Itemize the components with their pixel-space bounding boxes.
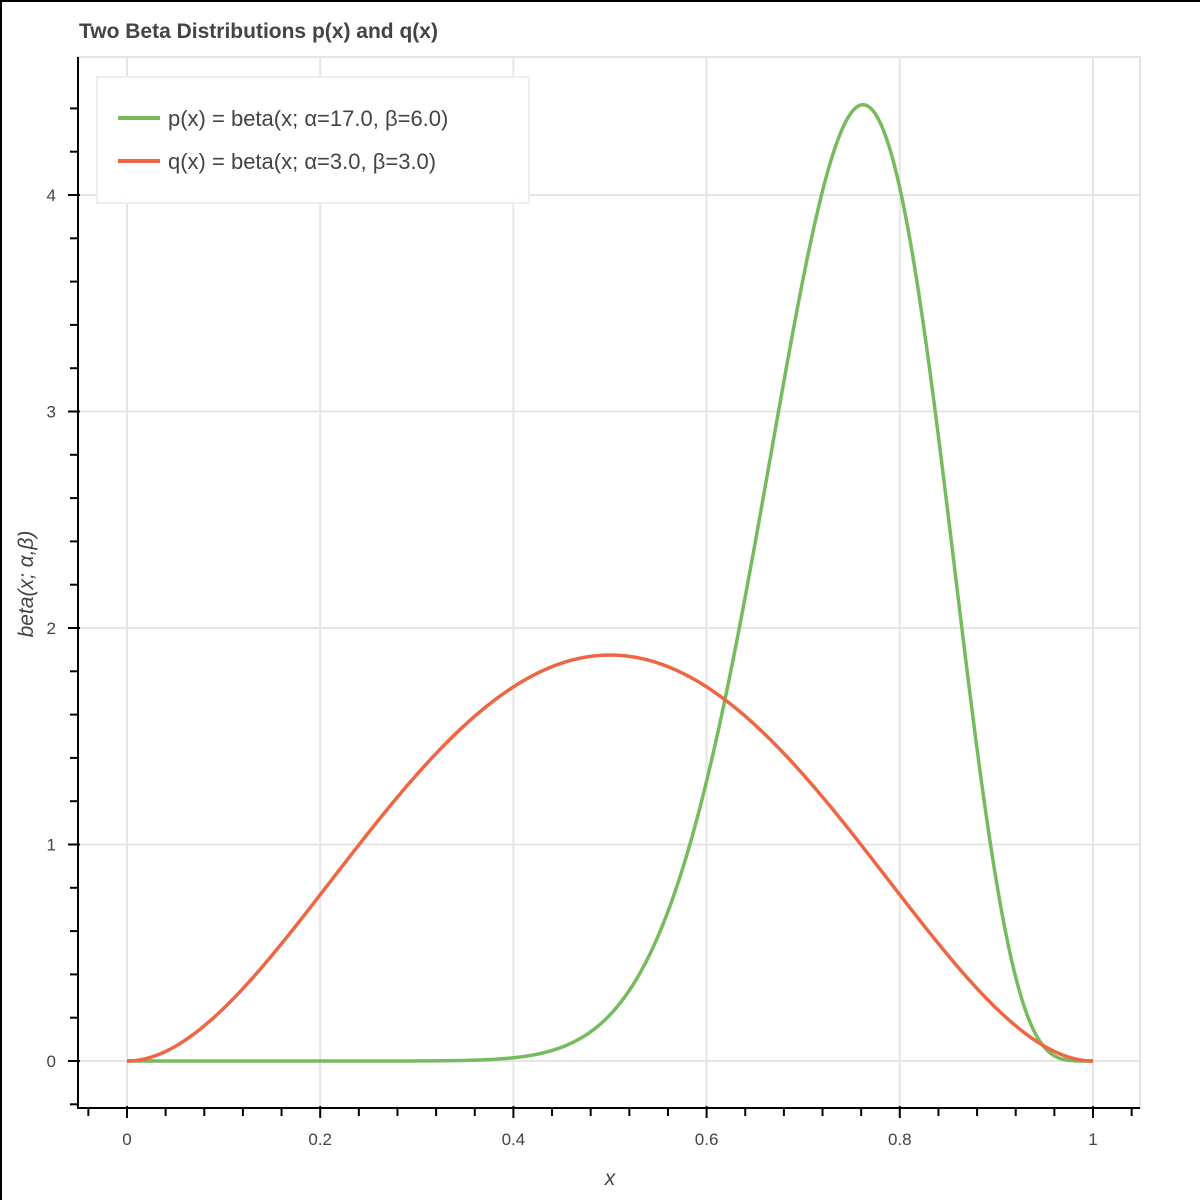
y-tick-label: 4: [47, 186, 56, 205]
legend-label-q: q(x) = beta(x; α=3.0, β=3.0): [168, 149, 436, 174]
y-axis-label: beta(x; α,β): [15, 531, 38, 638]
chart-title: Two Beta Distributions p(x) and q(x): [79, 20, 438, 43]
plot-border: [77, 56, 1141, 1109]
x-tick-label: 1: [1088, 1130, 1097, 1149]
x-tick-label: 0.4: [502, 1130, 526, 1149]
x-tick-label: 0.2: [308, 1130, 332, 1149]
x-tick-label: 0.6: [695, 1130, 719, 1149]
legend: p(x) = beta(x; α=17.0, β=6.0) q(x) = bet…: [96, 76, 530, 204]
p-curve: [126, 102, 1094, 1063]
x-tick-label: 0: [122, 1130, 131, 1149]
legend-label-p: p(x) = beta(x; α=17.0, β=6.0): [168, 106, 448, 131]
y-tick-label: 3: [47, 403, 56, 422]
legend-box: [96, 76, 530, 204]
data-series: [126, 102, 1094, 1063]
q-curve: [126, 653, 1094, 1063]
axes: 0 0.2 0.4 0.6 0.8 1 0 1 2 3 4: [47, 57, 1140, 1149]
x-tick-label: 0.8: [888, 1130, 912, 1149]
gridlines: [77, 56, 1141, 1109]
y-tick-label: 0: [47, 1052, 56, 1071]
y-tick-label: 1: [47, 836, 56, 855]
y-tick-label: 2: [47, 619, 56, 638]
x-axis-label: x: [604, 1167, 617, 1190]
